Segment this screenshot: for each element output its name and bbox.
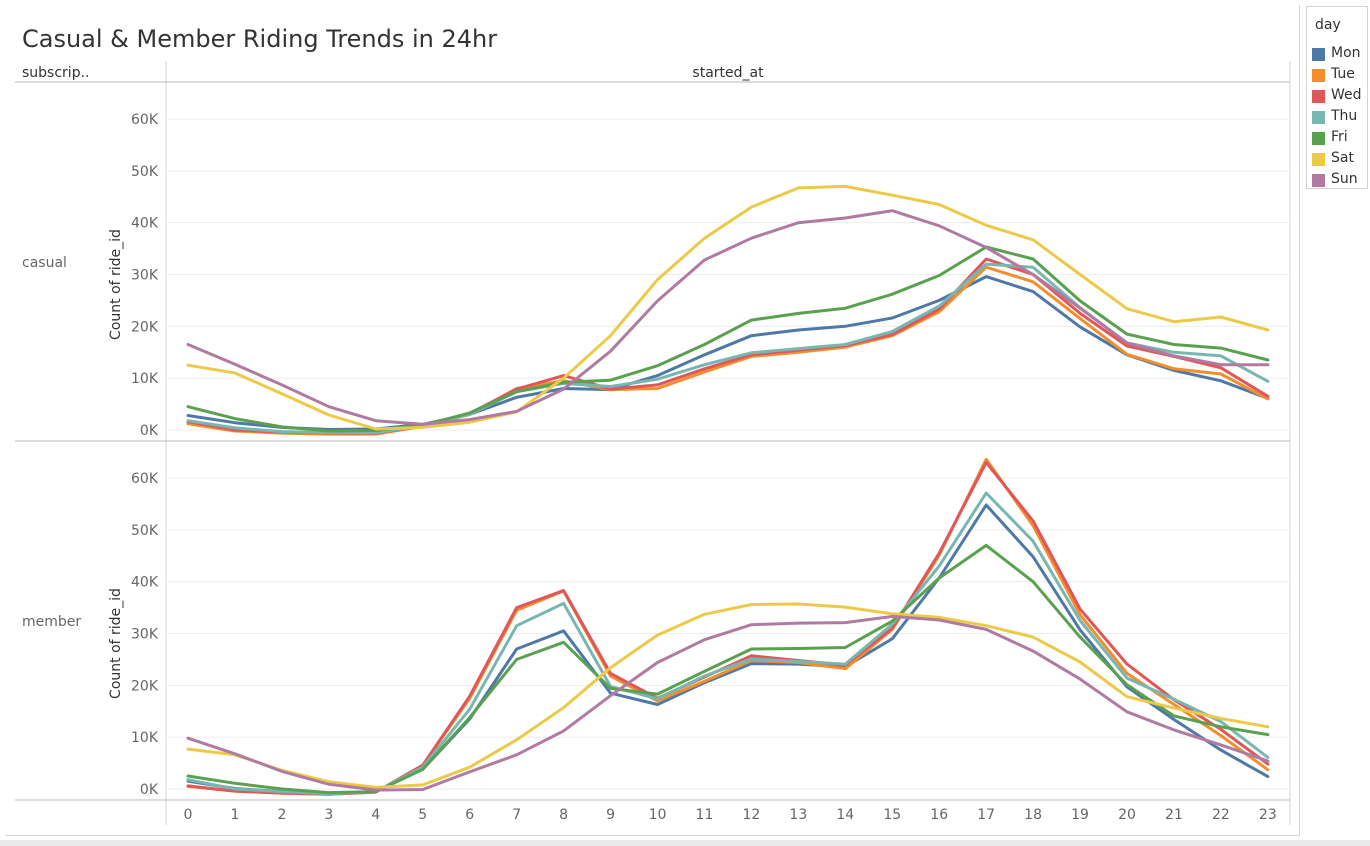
- row-header[interactable]: subscrip..: [22, 65, 89, 81]
- y-tick-label: 50K: [131, 523, 159, 539]
- x-tick-label: 10: [649, 807, 667, 823]
- chart-frame: [15, 61, 1291, 825]
- legend-label: Sun: [1331, 171, 1358, 187]
- y-tick-label: 30K: [131, 268, 159, 284]
- x-tick-label: 3: [324, 807, 333, 823]
- y-tick-label: 10K: [131, 371, 159, 387]
- chart-title: Casual & Member Riding Trends in 24hr: [22, 25, 498, 53]
- legend-title: day: [1315, 17, 1341, 33]
- x-tick-label: 4: [371, 807, 380, 823]
- x-tick-label: 16: [930, 807, 948, 823]
- legend-label: Sat: [1331, 150, 1354, 166]
- legend-swatch: [1312, 111, 1325, 124]
- legend-label: Thu: [1331, 108, 1358, 124]
- x-tick-label: 22: [1212, 807, 1230, 823]
- legend-item-wed[interactable]: Wed: [1312, 87, 1368, 105]
- x-axis: 0 1 2 3 4 5 6 7 8 9 10 11 12 13 14 15 16 17 18 19 20 21 22 23: [184, 807, 1277, 823]
- legend-label: Wed: [1331, 87, 1362, 103]
- row-label-member[interactable]: member: [22, 614, 81, 630]
- y-tick-label: 40K: [131, 216, 159, 232]
- y-tick-label: 10K: [131, 730, 159, 746]
- legend-swatch: [1312, 153, 1325, 166]
- legend-swatch: [1312, 90, 1325, 103]
- column-header[interactable]: started_at: [692, 65, 764, 81]
- y-tick-label: 0K: [140, 782, 159, 798]
- x-tick-label: 0: [184, 807, 193, 823]
- x-tick-label: 1: [230, 807, 239, 823]
- legend-swatch: [1312, 69, 1325, 82]
- worksheet: subscrip.. started_at casual member 0K 10…: [5, 5, 1300, 836]
- legend-label: Fri: [1331, 129, 1348, 145]
- x-tick-label: 21: [1165, 807, 1183, 823]
- x-tick-label: 8: [559, 807, 568, 823]
- legend-swatch: [1312, 132, 1325, 145]
- y-tick-label: 50K: [131, 164, 159, 180]
- legend-item-tue[interactable]: Tue: [1312, 66, 1368, 84]
- x-tick-label: 23: [1259, 807, 1277, 823]
- panel-member: 0K 10K 20K 30K 40K 50K 60K Count of ride_id: [108, 457, 1290, 798]
- y-axis-label: Count of ride_id: [108, 229, 124, 340]
- y-tick-label: 60K: [131, 471, 159, 487]
- sheet-tab-bar[interactable]: [0, 840, 1370, 846]
- series-line-mon[interactable]: [186, 275, 1270, 431]
- legend-label: Mon: [1331, 45, 1361, 61]
- x-tick-label: 13: [789, 807, 807, 823]
- x-tick-label: 20: [1118, 807, 1136, 823]
- x-tick-label: 12: [742, 807, 760, 823]
- series-line-tue[interactable]: [186, 457, 1270, 796]
- series-line-sun[interactable]: [186, 614, 1270, 792]
- series-line-sat[interactable]: [186, 184, 1270, 431]
- x-tick-label: 6: [465, 807, 474, 823]
- panel-casual: 0K 10K 20K 30K 40K 50K 60K Count of ride_id: [108, 112, 1290, 439]
- y-axis-label: Count of ride_id: [108, 588, 124, 699]
- x-tick-label: 14: [836, 807, 854, 823]
- y-tick-label: 30K: [131, 627, 159, 643]
- series-line-fri[interactable]: [186, 245, 1270, 433]
- legend-item-mon[interactable]: Mon: [1312, 45, 1368, 63]
- y-tick-label: 20K: [131, 319, 159, 335]
- legend-item-thu[interactable]: Thu: [1312, 108, 1368, 126]
- x-tick-label: 19: [1071, 807, 1089, 823]
- x-tick-label: 18: [1024, 807, 1042, 823]
- legend-swatch: [1312, 48, 1325, 61]
- x-tick-label: 9: [606, 807, 615, 823]
- line-chart[interactable]: subscrip.. started_at casual member 0K10…: [5, 5, 1299, 835]
- y-tick-label: 20K: [131, 678, 159, 694]
- x-tick-label: 15: [883, 807, 901, 823]
- y-tick-label: 40K: [131, 575, 159, 591]
- y-tick-label: 60K: [131, 112, 159, 128]
- legend-label: Tue: [1331, 66, 1355, 82]
- x-tick-label: 7: [512, 807, 521, 823]
- y-tick-label: 0K: [140, 423, 159, 439]
- series-line-fri[interactable]: [186, 543, 1270, 795]
- series-line-sun[interactable]: [186, 209, 1270, 426]
- x-tick-label: 17: [977, 807, 995, 823]
- legend-item-sat[interactable]: Sat: [1312, 150, 1368, 168]
- legend-item-fri[interactable]: Fri: [1312, 129, 1368, 147]
- x-tick-label: 5: [418, 807, 427, 823]
- series-line-wed[interactable]: [186, 460, 1270, 796]
- series-line-thu[interactable]: [186, 491, 1270, 796]
- legend[interactable]: day Mon Tue Wed Thu Fri Sat Sun: [1306, 6, 1368, 189]
- legend-swatch: [1312, 174, 1325, 187]
- row-label-casual[interactable]: casual: [22, 255, 67, 271]
- legend-item-sun[interactable]: Sun: [1312, 171, 1368, 189]
- series-line-sat[interactable]: [186, 602, 1270, 789]
- x-tick-label: 11: [696, 807, 714, 823]
- series-line-thu[interactable]: [186, 262, 1270, 435]
- x-tick-label: 2: [277, 807, 286, 823]
